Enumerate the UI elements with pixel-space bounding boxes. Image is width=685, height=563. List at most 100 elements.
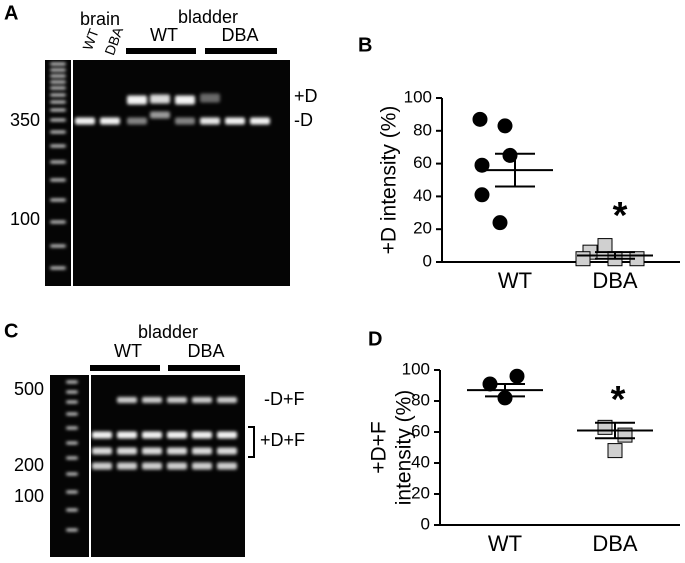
band: [66, 426, 78, 430]
group-bar: [90, 365, 160, 371]
band: [92, 431, 112, 439]
band: [66, 490, 78, 494]
data-point: [575, 251, 591, 267]
band-label: +D: [294, 86, 318, 106]
band: [66, 400, 78, 404]
band: [150, 111, 170, 119]
data-point: [492, 215, 508, 231]
size-marker: 200: [14, 455, 44, 475]
band: [117, 431, 137, 439]
x-tick-label: DBA: [592, 268, 638, 293]
band: [217, 462, 237, 470]
data-point: [472, 111, 488, 127]
band: [66, 412, 78, 416]
band: [217, 397, 237, 403]
panel-label: A: [4, 2, 18, 24]
band: [142, 447, 162, 455]
band: [50, 160, 66, 164]
band: [50, 86, 66, 90]
band: [217, 431, 237, 439]
y-tick-label: 0: [421, 514, 430, 533]
y-tick-label: 20: [411, 483, 430, 502]
band: [192, 431, 212, 439]
band: [50, 130, 66, 134]
y-tick-label: 100: [402, 359, 430, 378]
data-point: [474, 157, 490, 173]
error-bar: [495, 152, 535, 188]
data-point: [509, 368, 525, 384]
y-tick-label: 60: [413, 153, 432, 172]
band: [92, 447, 112, 455]
band: [142, 397, 162, 403]
band: [225, 117, 245, 125]
panel-label: D: [368, 328, 382, 350]
data-point: [502, 147, 518, 163]
y-axis-label: intensity (%): [393, 390, 416, 506]
data-point: [607, 443, 623, 459]
gel-bands: [50, 62, 270, 270]
size-marker: 500: [14, 379, 44, 399]
band: [75, 117, 95, 125]
band: [50, 108, 66, 112]
band: [66, 456, 78, 460]
band: [50, 178, 66, 182]
band: [192, 462, 212, 470]
band: [50, 244, 66, 248]
band: [50, 80, 66, 84]
size-marker: 350: [10, 110, 40, 130]
header: bladder: [138, 322, 198, 342]
x-tick-label: WT: [488, 531, 522, 556]
band: [150, 94, 170, 104]
x-tick-label: WT: [498, 268, 532, 293]
band-label: +D+F: [260, 430, 305, 450]
error-bar: [595, 251, 635, 260]
band: [200, 93, 220, 103]
band: [167, 462, 187, 470]
y-axis-label: +D intensity (%): [378, 106, 401, 255]
annotation: *: [613, 195, 628, 237]
band: [50, 74, 66, 78]
band: [50, 93, 66, 97]
band: [50, 62, 66, 66]
group-bar: [168, 365, 240, 371]
band: [167, 397, 187, 403]
y-tick-label: 20: [413, 219, 432, 238]
band-label: -D+F: [264, 389, 305, 409]
size-marker: 100: [10, 209, 40, 229]
y-tick-label: 60: [411, 421, 430, 440]
band: [192, 447, 212, 455]
band: [66, 390, 78, 394]
error-bar: [485, 382, 525, 398]
band: [117, 462, 137, 470]
band: [66, 472, 78, 476]
data-point: [497, 118, 513, 134]
band: [175, 95, 195, 105]
band: [50, 100, 66, 104]
annotation: *: [611, 379, 626, 421]
data-point: [597, 238, 613, 254]
band: [50, 144, 66, 148]
y-tick-label: 40: [411, 452, 430, 471]
gel: [45, 60, 290, 286]
y-tick-label: 40: [413, 186, 432, 205]
group-label: DBA: [187, 341, 224, 361]
band: [175, 117, 195, 125]
header: bladder: [178, 7, 238, 27]
band: [50, 266, 66, 270]
x-tick-label: DBA: [592, 531, 638, 556]
band: [117, 447, 137, 455]
band: [66, 441, 78, 445]
band: [167, 447, 187, 455]
band: [127, 95, 147, 105]
band: [142, 462, 162, 470]
y-tick-label: 0: [423, 251, 432, 270]
band: [50, 118, 66, 122]
y-tick-label: 80: [411, 390, 430, 409]
band: [127, 117, 147, 125]
y-tick-label: 80: [413, 120, 432, 139]
panel-label: C: [4, 320, 18, 342]
band: [192, 397, 212, 403]
band: [142, 431, 162, 439]
